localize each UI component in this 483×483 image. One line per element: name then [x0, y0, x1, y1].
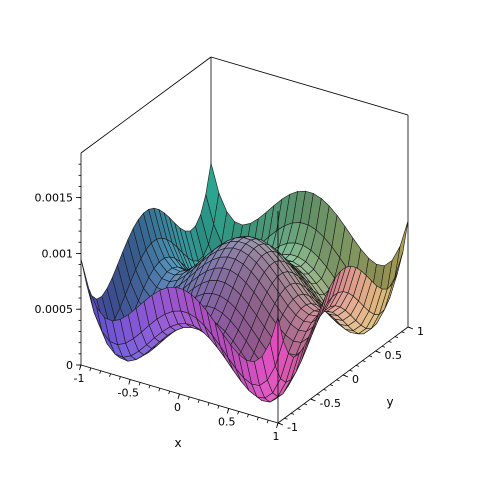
x-minor-tick	[168, 390, 171, 395]
x-minor-tick	[217, 405, 220, 409]
z-tick-label: 0.0015	[35, 192, 74, 205]
x-minor-tick	[138, 382, 141, 386]
y-minor-tick	[349, 369, 353, 372]
x-tick-label: -1	[74, 372, 85, 385]
y-minor-tick	[310, 398, 314, 401]
x-minor-tick	[227, 408, 230, 412]
y-tick-label: -0.5	[320, 397, 341, 410]
y-tick-label: 0	[352, 373, 359, 386]
x-minor-tick	[237, 411, 239, 415]
y-minor-tick	[401, 331, 405, 334]
y-minor-tick	[329, 384, 334, 386]
x-minor-tick	[89, 367, 92, 372]
x-minor-tick	[187, 396, 190, 401]
x-minor-tick	[276, 422, 279, 427]
y-axis-label: y	[386, 395, 393, 409]
y-minor-tick	[277, 422, 282, 425]
z-tick-label: 0.001	[42, 247, 74, 260]
y-minor-tick	[362, 360, 366, 362]
y-axis: -1 -0.5 0 0.5 1	[277, 325, 424, 434]
y-minor-tick	[316, 393, 321, 396]
x-minor-tick	[178, 393, 180, 398]
y-minor-tick	[336, 379, 340, 382]
y-minor-tick	[407, 326, 412, 329]
x-tick-label: 0	[174, 401, 181, 414]
x-minor-tick	[119, 376, 121, 380]
y-minor-tick	[394, 336, 399, 338]
x-minor-tick	[79, 364, 82, 369]
x-minor-tick	[256, 417, 259, 421]
x-axis: -1 -0.5 0 0.5 1	[74, 364, 280, 443]
y-minor-tick	[375, 350, 379, 353]
x-minor-tick	[158, 388, 161, 392]
y-minor-tick	[355, 365, 360, 367]
z-axis: 0 0.0005 0.001 0.0015	[35, 163, 81, 372]
x-minor-tick	[148, 385, 151, 389]
x-axis-label: x	[174, 436, 181, 450]
x-tick-label: 0.5	[218, 416, 236, 429]
z-tick-label: 0	[66, 359, 73, 372]
y-minor-tick	[303, 403, 308, 406]
surface-mesh	[80, 162, 409, 403]
x-tick-label: -0.5	[118, 387, 139, 400]
y-minor-tick	[342, 374, 347, 377]
surface-patch	[269, 315, 284, 368]
y-minor-tick	[297, 408, 301, 410]
y-tick-label: 0.5	[385, 349, 403, 362]
y-minor-tick	[323, 389, 327, 391]
box-edge	[80, 56, 212, 154]
y-minor-tick	[290, 413, 295, 415]
surface-patch	[394, 220, 409, 278]
y-minor-tick	[388, 341, 392, 343]
y-minor-tick	[368, 355, 373, 358]
x-minor-tick	[128, 379, 131, 383]
y-minor-tick	[381, 345, 386, 348]
x-minor-tick	[266, 419, 269, 424]
x-minor-tick	[197, 399, 200, 403]
box-edge	[210, 56, 409, 116]
z-tick-label: 0.0005	[35, 303, 74, 316]
y-minor-tick	[284, 417, 288, 420]
x-minor-tick	[207, 402, 210, 406]
x-minor-tick	[99, 370, 102, 374]
x-tick-label: 1	[273, 430, 280, 443]
y-tick-label: -1	[287, 421, 298, 434]
x-minor-tick	[247, 414, 249, 418]
x-minor-tick	[109, 373, 111, 377]
y-tick-label: 1	[417, 325, 424, 338]
